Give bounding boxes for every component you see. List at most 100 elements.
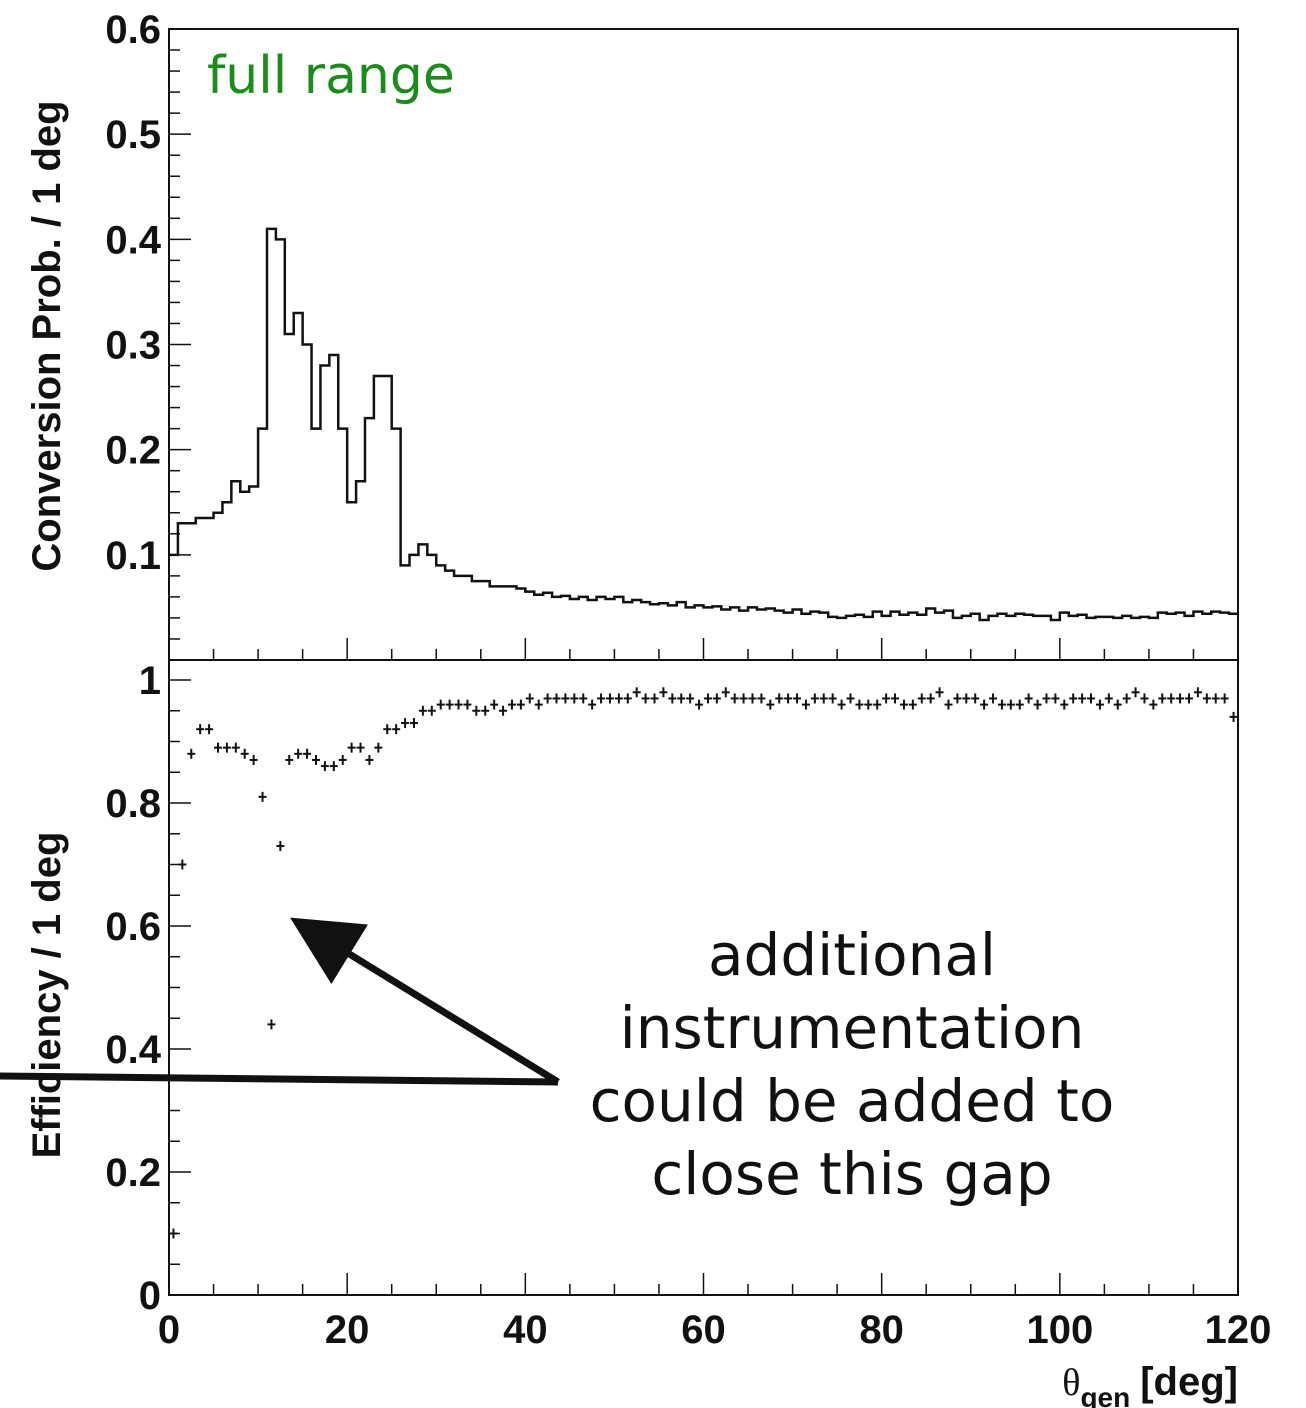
efficiency-point (837, 699, 846, 710)
efficiency-point (1202, 693, 1211, 704)
top-y-tick-label: 0.3 (105, 324, 161, 368)
efficiency-point (695, 699, 704, 710)
efficiency-point (739, 693, 748, 704)
top-y-tick-label: 0.1 (105, 534, 161, 578)
bottom-panel: 0 0.2 0.4 0.6 0.8 1 0 20 40 60 80 100 120 (105, 659, 1271, 1352)
bottom-y-tick-label: 0.6 (105, 905, 161, 949)
efficiency-point (801, 699, 810, 710)
x-tick-label: 0 (158, 1308, 180, 1352)
efficiency-point (1140, 693, 1149, 704)
efficiency-point (1060, 699, 1069, 710)
x-axis-title-unit: [deg] (1140, 1360, 1238, 1404)
efficiency-point (1051, 693, 1060, 704)
bottom-y-tick-label: 0.4 (105, 1028, 161, 1072)
efficiency-point (748, 693, 757, 704)
efficiency-point (828, 693, 837, 704)
efficiency-point (980, 699, 989, 710)
callout-text-line: instrumentation (620, 994, 1085, 1062)
efficiency-point (187, 748, 196, 759)
efficiency-point (810, 693, 819, 704)
x-tick-label: 80 (859, 1308, 904, 1352)
efficiency-point (303, 748, 312, 759)
efficiency-point (472, 705, 481, 716)
x-tick-label: 60 (681, 1308, 726, 1352)
efficiency-point (605, 693, 614, 704)
efficiency-point (1176, 693, 1185, 704)
efficiency-point (614, 693, 623, 704)
top-y-tick-label: 0.6 (105, 8, 161, 52)
efficiency-point (632, 687, 641, 698)
efficiency-point (516, 699, 525, 710)
efficiency-point (793, 693, 802, 704)
efficiency-point (570, 693, 579, 704)
callout-line (0, 1072, 559, 1086)
efficiency-point (231, 742, 240, 753)
efficiency-point (329, 761, 338, 772)
efficiency-point (1087, 693, 1096, 704)
efficiency-point (222, 742, 231, 753)
efficiency-point (712, 693, 721, 704)
callout-text-line: could be added to (590, 1067, 1115, 1135)
efficiency-point (1015, 699, 1024, 710)
bottom-y-tick-label: 0.2 (105, 1151, 161, 1195)
efficiency-point (534, 699, 543, 710)
efficiency-point (766, 699, 775, 710)
efficiency-point (588, 699, 597, 710)
efficiency-point (1122, 693, 1131, 704)
efficiency-point (882, 693, 891, 704)
efficiency-point (445, 699, 454, 710)
x-tick-label: 20 (325, 1308, 370, 1352)
efficiency-point (525, 693, 534, 704)
efficiency-point (819, 693, 828, 704)
efficiency-point (285, 754, 294, 765)
x-axis-title-subscript: gen (1080, 1382, 1130, 1408)
top-frame (168, 28, 1239, 661)
efficiency-point (178, 859, 187, 870)
efficiency-point (1185, 693, 1194, 704)
top-y-tick-label: 0.4 (105, 218, 161, 262)
efficiency-point (668, 693, 677, 704)
efficiency-point (962, 693, 971, 704)
x-axis-title-symbol: θ (1062, 1362, 1080, 1404)
efficiency-point (409, 718, 418, 729)
top-y-axis-title: Conversion Prob. / 1 deg (25, 100, 69, 571)
efficiency-point (926, 693, 935, 704)
efficiency-point (775, 693, 784, 704)
efficiency-point (721, 687, 730, 698)
efficiency-point (891, 693, 900, 704)
top-y-tick-label: 0.2 (105, 429, 161, 473)
efficiency-point (499, 705, 508, 716)
efficiency-point (579, 693, 588, 704)
efficiency-point (686, 693, 695, 704)
efficiency-point (481, 705, 490, 716)
efficiency-point (1104, 693, 1113, 704)
efficiency-point (1158, 693, 1167, 704)
bottom-y-tick-label: 0 (139, 1274, 161, 1318)
bottom-y-tick-label: 1 (139, 659, 161, 703)
efficiency-point (997, 699, 1006, 710)
efficiency-point (917, 693, 926, 704)
efficiency-point (561, 693, 570, 704)
efficiency-point (1095, 699, 1104, 710)
efficiency-point (374, 742, 383, 753)
efficiency-point (935, 687, 944, 698)
efficiency-point (427, 705, 436, 716)
efficiency-point (507, 699, 516, 710)
efficiency-point (490, 699, 499, 710)
efficiency-point (659, 687, 668, 698)
efficiency-point (249, 754, 258, 765)
x-tick-label: 120 (1205, 1308, 1272, 1352)
efficiency-point (320, 761, 329, 772)
efficiency-point (276, 841, 285, 852)
efficiency-point (258, 791, 267, 802)
x-axis-title: θgen [deg] (1062, 1360, 1238, 1408)
efficiency-point (401, 718, 410, 729)
bottom-y-tick-label: 0.8 (105, 782, 161, 826)
efficiency-point (392, 724, 401, 735)
efficiency-point (356, 742, 365, 753)
efficiency-point (1167, 693, 1176, 704)
efficiency-point (944, 699, 953, 710)
x-tick-label: 40 (503, 1308, 548, 1352)
efficiency-point (205, 724, 214, 735)
